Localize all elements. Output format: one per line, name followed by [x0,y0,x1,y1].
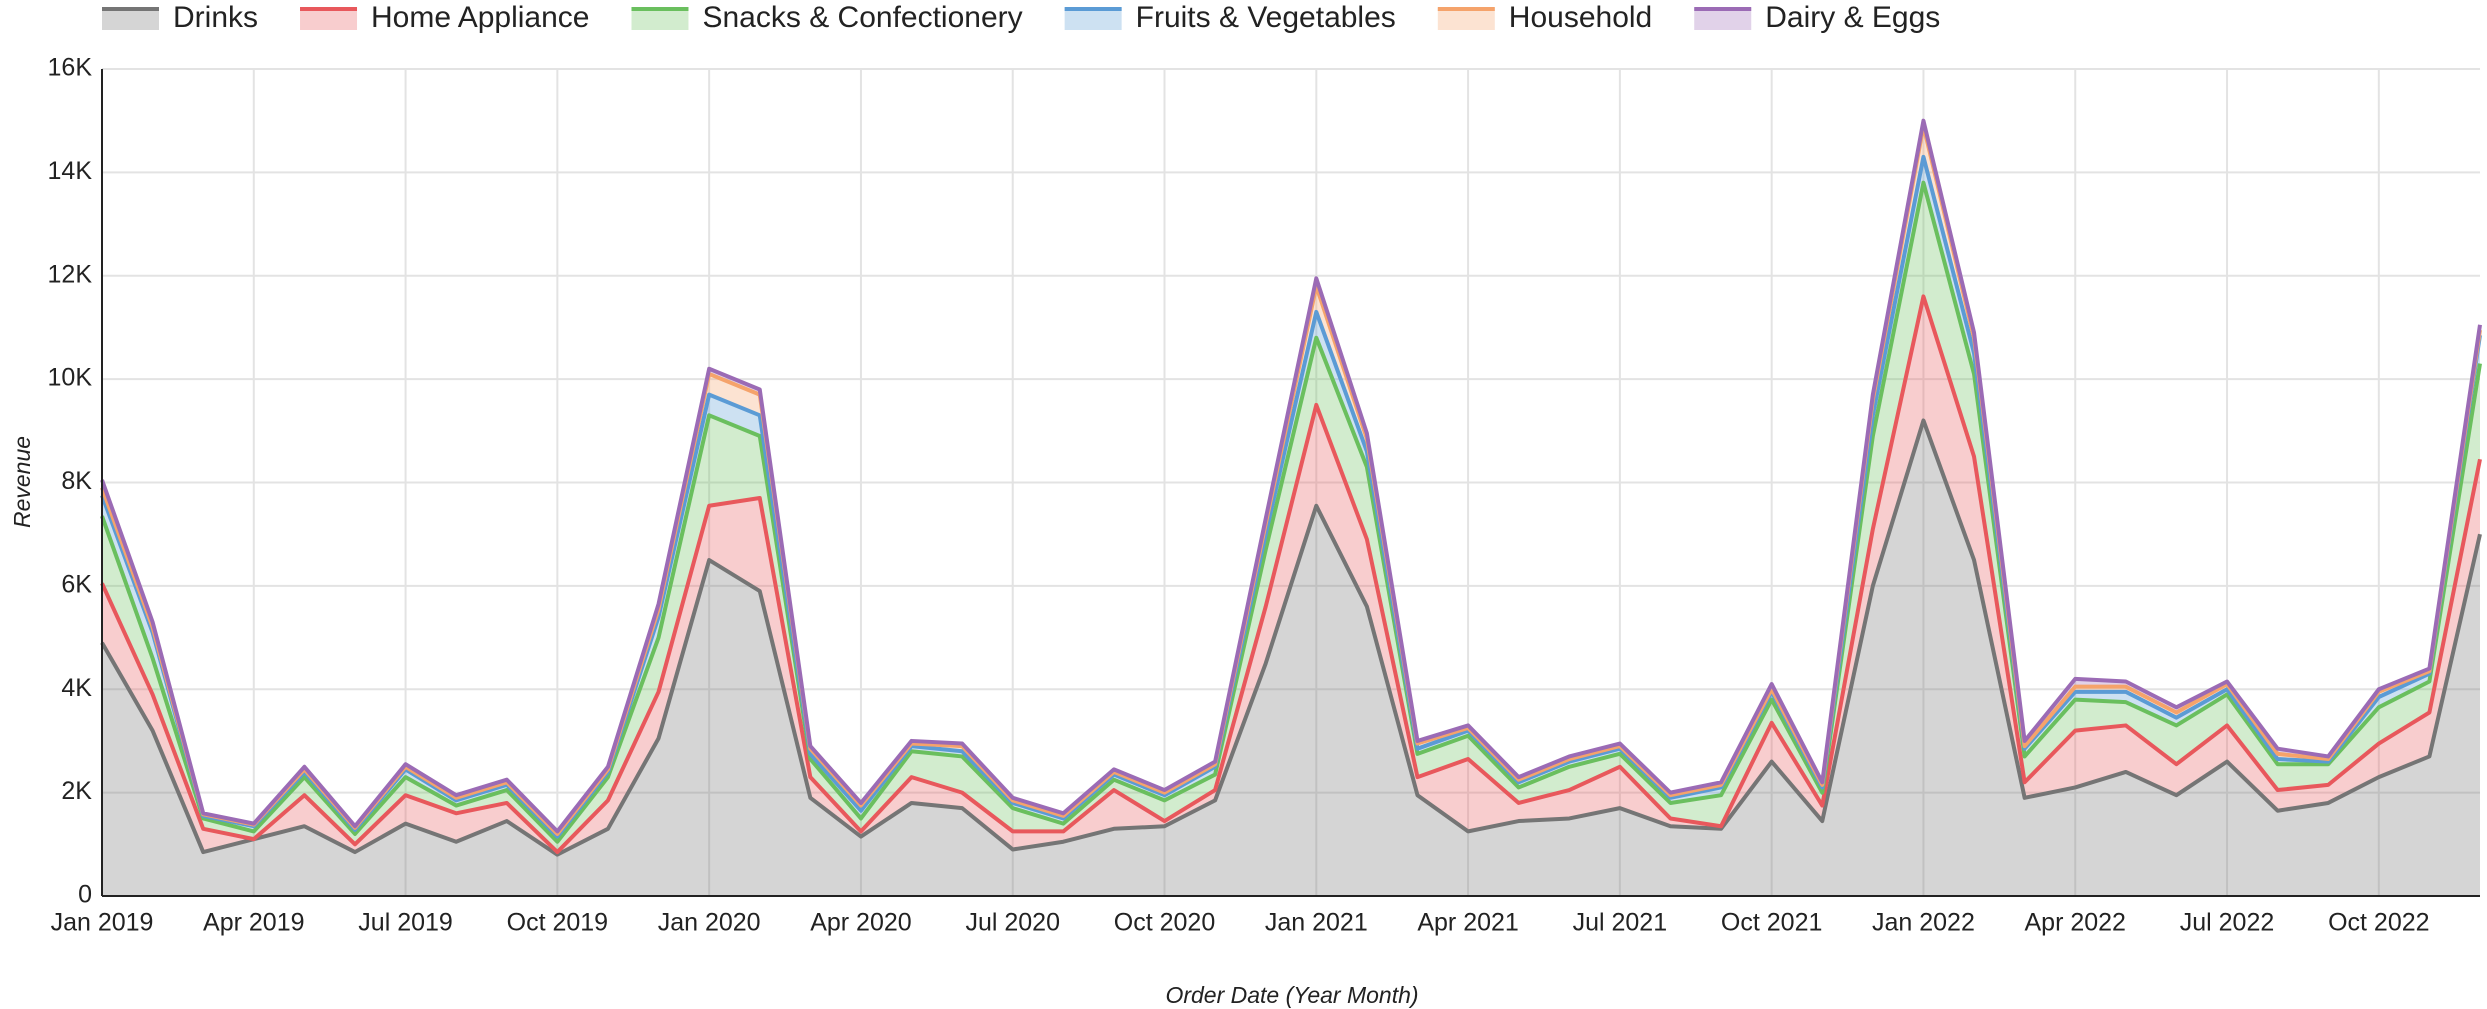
legend-swatch [1064,8,1122,30]
y-tick-label: 14K [48,157,93,185]
area-fill [102,296,2480,855]
x-tick-label: Oct 2019 [507,909,608,937]
x-tick-label: Jan 2022 [1872,909,1975,937]
areas [102,120,2480,896]
x-tick-label: Apr 2022 [2024,909,2125,937]
area-line [100,180,2482,844]
y-axis-title: Revenue [9,436,35,528]
area-line [100,118,2482,834]
y-tick-label: 8K [61,467,92,495]
area-line [100,294,2482,855]
area-line [100,418,2482,857]
legend-swatch [1437,8,1495,30]
legend-swatch [631,8,689,30]
legend-swatch [102,8,159,30]
legend-swatch [1694,8,1752,30]
x-tick-label: Apr 2019 [203,909,304,937]
y-tick-label: 4K [61,674,92,702]
x-tick-label: Oct 2022 [2328,909,2429,937]
y-tick-label: 6K [61,570,92,598]
x-tick-label: Jan 2019 [51,909,154,937]
y-tick-label: 10K [48,364,93,392]
x-tick-label: Apr 2021 [1417,909,1518,937]
x-tick-label: Oct 2021 [1721,909,1822,937]
legend-label: Dairy & Eggs [1765,1,1940,34]
x-tick-label: Jan 2021 [1265,909,1368,937]
y-tick-label: 16K [48,54,93,82]
x-tick-label: Jan 2020 [658,909,761,937]
legend: Drinks Home Appliance Snacks & Confectione… [102,1,1940,34]
area-line [100,154,2482,839]
grid [101,68,2480,897]
y-tick-label: 0 [78,881,92,909]
legend-label: Household [1509,1,1652,34]
x-tick-label: Oct 2020 [1114,909,1215,937]
x-tick-label: Jul 2022 [2180,909,2275,937]
y-tick-label: 12K [48,260,93,288]
legend-label: Home Appliance [371,1,589,34]
legend-swatch [300,8,358,30]
legend-label: Fruits & Vegetables [1136,1,1396,34]
x-tick-label: Jul 2021 [1573,909,1668,937]
y-tick-label: 2K [61,777,92,805]
legend-label: Snacks & Confectionery [702,1,1022,34]
x-tick-label: Jul 2019 [358,909,453,937]
x-tick-label: Apr 2020 [810,909,911,937]
x-axis-title: Order Date (Year Month) [1165,982,1418,1008]
x-tick-label: Jul 2020 [965,909,1060,937]
legend-label: Drinks [173,1,258,34]
lines [100,118,2482,857]
area-fill [102,420,2480,896]
